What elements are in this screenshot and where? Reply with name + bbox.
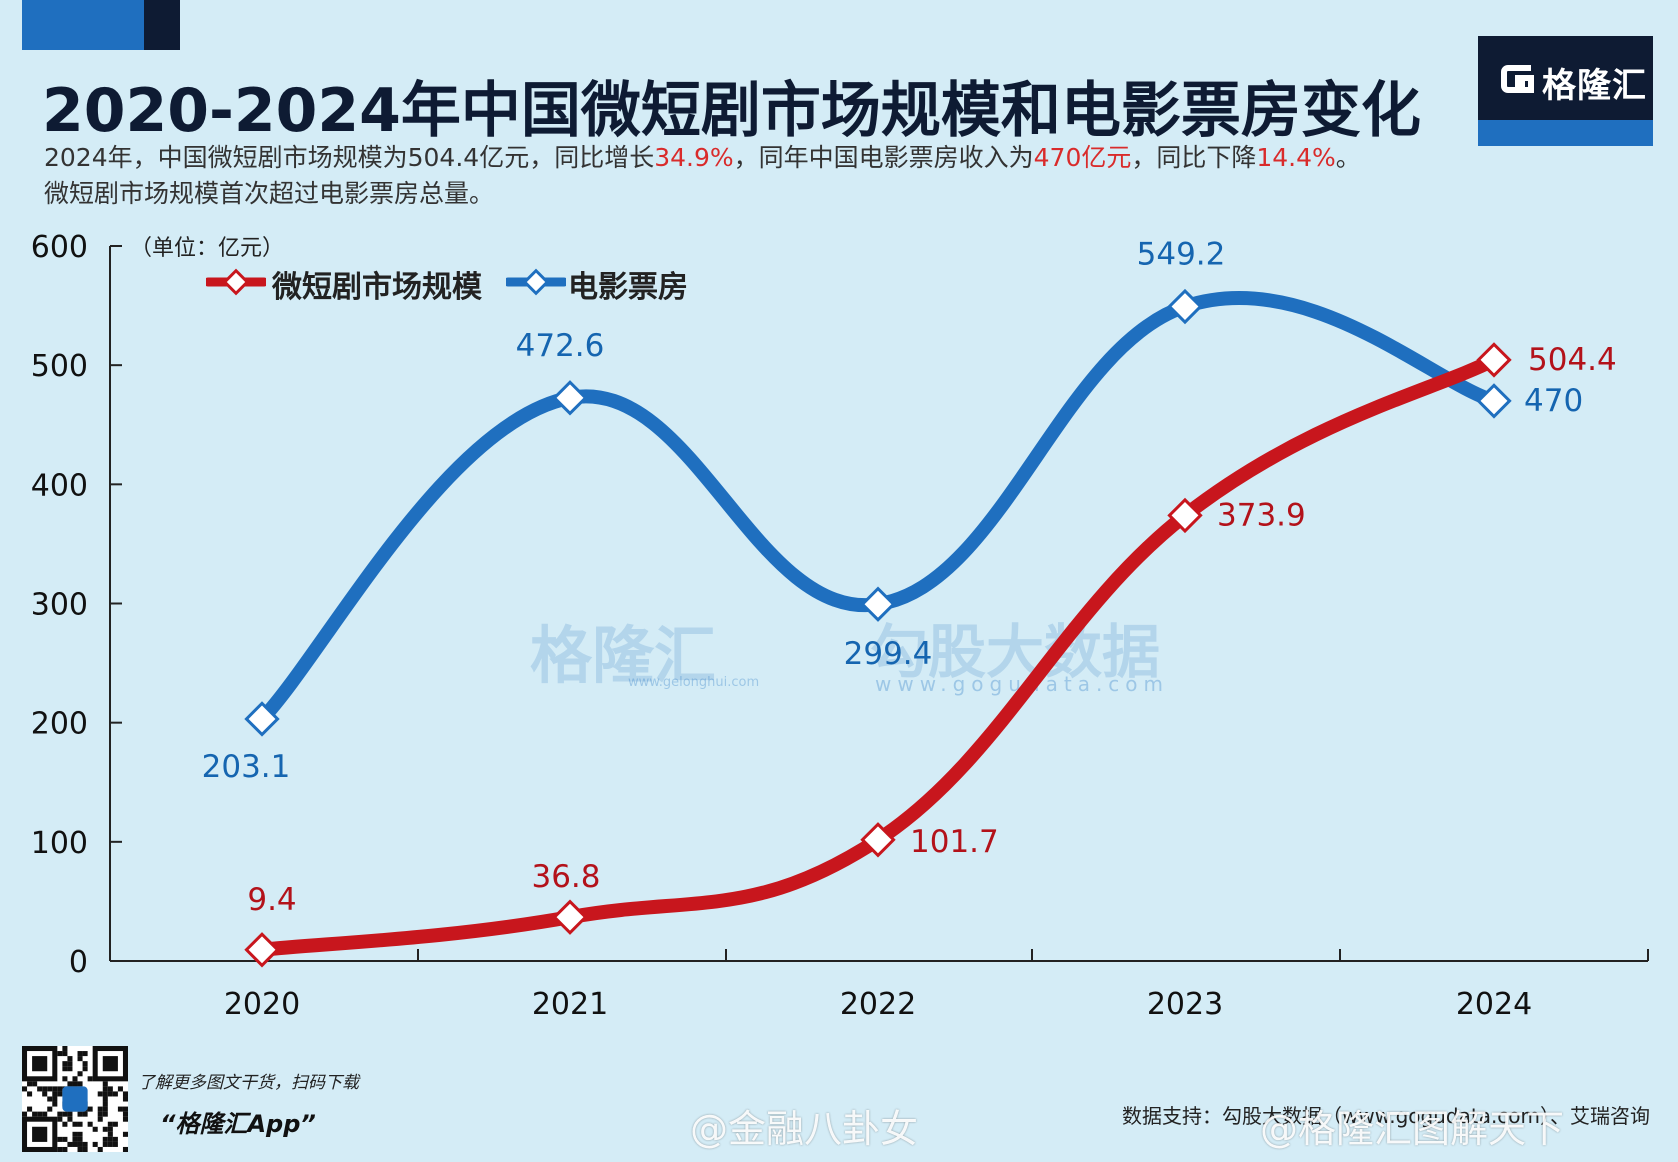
y-tick-label: 600 [31,230,88,265]
data-point-micro-drama [552,899,588,935]
data-label-box-office: 470 [1524,383,1583,419]
subtitle-text: 。 [1335,143,1361,172]
legend-swatch-micro-drama [206,268,266,296]
data-source: 数据支持：勾股大数据（www.gogudata.com）、艾瑞咨询 [1122,1104,1651,1128]
data-point-box-office [1476,383,1512,419]
legend-label-box-office: 电影票房 [568,270,688,305]
watermark-brand1-url: www.gelonghui.com [628,675,760,690]
logo-dark-panel [1478,36,1653,120]
g-logo-icon [1501,65,1534,93]
subtitle-highlight: 470亿元 [1033,143,1132,172]
data-point-box-office [244,701,280,737]
unit-label: （单位：亿元） [130,236,285,261]
subtitle: 2024年，中国微短剧市场规模为504.4亿元，同比增长34.9%，同年中国电影… [44,140,1361,212]
logo-blue-strip [1478,120,1653,146]
y-tick-label: 100 [31,826,88,861]
top-accent-bar-blue [22,0,144,50]
data-label-micro-drama: 373.9 [1217,497,1306,533]
subtitle-text: ，同比下降 [1131,143,1257,172]
qr-code-icon[interactable] [22,1046,128,1152]
data-label-micro-drama: 504.4 [1528,342,1617,378]
data-label-micro-drama: 101.7 [910,824,999,860]
legend-label-micro-drama: 微短剧市场规模 [272,270,482,305]
qr-caption: 了解更多图文干货，扫码下载 [138,1073,359,1093]
x-tick-label: 2022 [840,987,916,1022]
weibo-watermark-2: @格隆汇图解天下 [1260,1107,1565,1151]
watermark-brand1: 格隆汇 [530,619,717,692]
data-label-box-office: 472.6 [516,328,605,364]
subtitle-text: 2024年，中国微短剧市场规模为504.4亿元，同比增长 [44,143,655,172]
app-name: “格隆汇App” [160,1110,316,1138]
subtitle-text: ，同年中国电影票房收入为 [733,143,1034,172]
brand-logo: 格隆汇 [1478,36,1653,146]
data-label-box-office: 549.2 [1137,237,1226,273]
subtitle-highlight: 34.9% [654,143,734,172]
legend-swatch-box-office [506,268,566,296]
weibo-watermark-1: @金融八卦女 [690,1107,919,1151]
data-point-box-office [860,586,896,622]
y-tick-label: 200 [31,707,88,742]
data-point-micro-drama [244,932,280,968]
y-tick-label: 400 [31,468,88,503]
data-point-micro-drama [1167,497,1203,534]
x-tick-label: 2023 [1147,987,1223,1022]
logo-text: 格隆汇 [1542,66,1647,106]
subtitle-highlight: 14.4% [1256,143,1336,172]
y-tick-label: 0 [69,945,88,980]
data-point-box-office [1167,288,1203,325]
y-tick-label: 500 [31,349,88,384]
data-point-box-office [552,380,588,416]
data-point-micro-drama [1476,342,1512,378]
data-label-micro-drama: 36.8 [531,859,600,895]
x-tick-label: 2024 [1456,987,1532,1022]
x-tick-label: 2020 [224,987,300,1022]
data-label-box-office: 299.4 [844,636,933,672]
watermark-brand2: 勾股大数据 [870,618,1161,686]
subtitle-line-1: 2024年，中国微短剧市场规模为504.4亿元，同比增长34.9%，同年中国电影… [44,140,1361,176]
data-point-micro-drama [860,822,896,858]
series-line-micro-drama [255,352,1501,957]
y-tick-label: 300 [31,588,88,623]
subtitle-line-2: 微短剧市场规模首次超过电影票房总量。 [44,179,495,208]
x-tick-label: 2021 [532,987,608,1022]
page-title: 2020-2024年中国微短剧市场规模和电影票房变化 [42,76,1421,146]
top-accent-bar-dark [144,0,180,50]
data-label-micro-drama: 9.4 [247,882,296,918]
data-label-box-office: 203.1 [202,749,291,785]
